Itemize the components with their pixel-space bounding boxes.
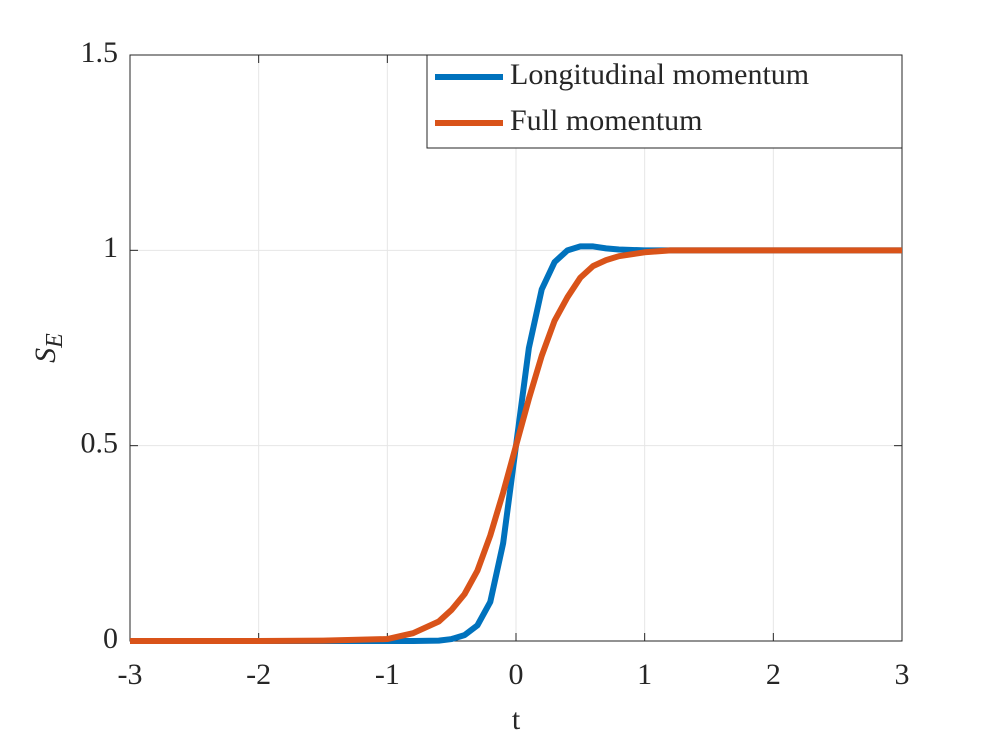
x-tick-label: 3 [895,658,910,691]
x-tick-label: 0 [509,658,524,691]
y-axis-label-subscript: E [42,333,68,349]
x-tick-label: -2 [246,658,271,691]
x-tick-label: 1 [637,658,652,691]
y-tick-label: 0 [103,622,118,655]
x-tick-label: 2 [766,658,781,691]
y-tick-label: 0.5 [81,427,119,460]
y-tick-label: 1.5 [81,36,119,69]
y-axis-label: SE [29,333,68,363]
y-axis-label-main: S [29,348,62,363]
legend-box [426,54,903,149]
legend-label: Full momentum [510,104,703,137]
x-axis-label: t [512,703,521,736]
y-tick-label: 1 [103,231,118,264]
line-series [130,247,902,644]
x-tick-label: -1 [375,658,400,691]
x-tick-label: -3 [118,658,143,691]
legend-label: Longitudinal momentum [510,58,809,91]
